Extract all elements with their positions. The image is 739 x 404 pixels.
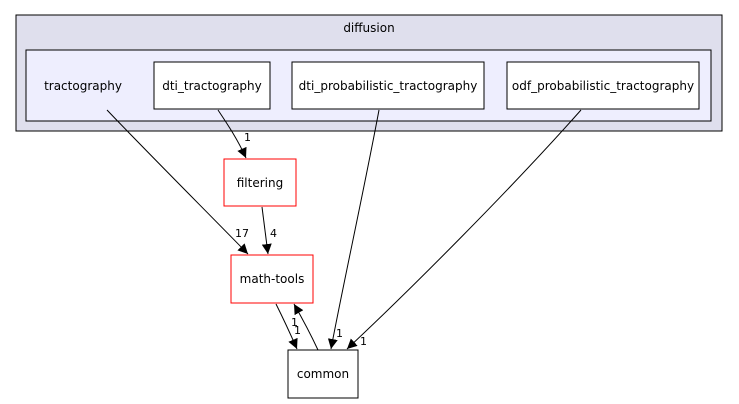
node-math-tools[interactable]: math-tools: [230, 254, 314, 304]
edge-dti-tractography-to-filtering-label: 1: [244, 131, 251, 144]
node-dti-tractography-box: [153, 61, 271, 110]
edge-math-tools-to-common-line: [275, 303, 298, 350]
edge-odf-probabilistic-to-common-label: 1: [360, 335, 367, 348]
edge-common-to-math-tools-label: 1: [291, 316, 298, 329]
edge-dti-probabilistic-to-common-label: 1: [336, 327, 343, 340]
edge-dti-tractography-to-filtering: 1: [217, 109, 251, 159]
node-dti-probabilistic-tractography-box: [291, 61, 485, 110]
edge-filtering-to-math-tools-label: 4: [270, 227, 277, 240]
edge-common-to-math-tools: 1: [291, 303, 319, 351]
edge-math-tools-to-common-label: 1: [294, 324, 301, 337]
node-filtering-box: [223, 158, 297, 207]
node-filtering[interactable]: filtering: [223, 158, 297, 207]
cluster-diffusion-label: diffusion: [343, 21, 394, 35]
edge-dti-probabilistic-to-common: 1: [327, 109, 380, 350]
node-odf-probabilistic-tractography-label: odf_probabilistic_tractography: [512, 79, 694, 93]
edge-filtering-to-math-tools-line: [261, 206, 272, 255]
node-dti-probabilistic-tractography-label: dti_probabilistic_tractography: [299, 79, 478, 93]
edge-tractography-to-math-tools-label: 17: [235, 227, 249, 240]
edge-dti-tractography-to-filtering-line: [217, 109, 247, 159]
node-math-tools-box: [230, 254, 314, 304]
edge-common-to-math-tools-line: [293, 303, 319, 351]
edge-odf-probabilistic-to-common: 1: [346, 109, 582, 350]
node-common[interactable]: common: [287, 349, 359, 399]
node-common-label: common: [297, 367, 349, 381]
edge-filtering-to-math-tools: 4: [261, 206, 277, 255]
node-tractography-label: tractography: [44, 79, 122, 93]
node-math-tools-label: math-tools: [240, 272, 305, 286]
node-common-box: [287, 349, 359, 399]
node-odf-probabilistic-tractography[interactable]: odf_probabilistic_tractography: [506, 61, 700, 110]
node-odf-probabilistic-tractography-box: [506, 61, 700, 110]
edge-tractography-to-math-tools-line: [106, 109, 249, 255]
edge-dti-probabilistic-to-common-line: [327, 109, 380, 350]
edge-odf-probabilistic-to-common-line: [346, 109, 582, 350]
edge-math-tools-to-common: 1: [275, 303, 301, 350]
node-dti-tractography-label: dti_tractography: [162, 79, 262, 93]
edge-tractography-to-math-tools: 17: [106, 109, 249, 255]
node-dti-tractography[interactable]: dti_tractography: [153, 61, 271, 110]
node-filtering-label: filtering: [237, 176, 283, 190]
node-dti-probabilistic-tractography[interactable]: dti_probabilistic_tractography: [291, 61, 485, 110]
